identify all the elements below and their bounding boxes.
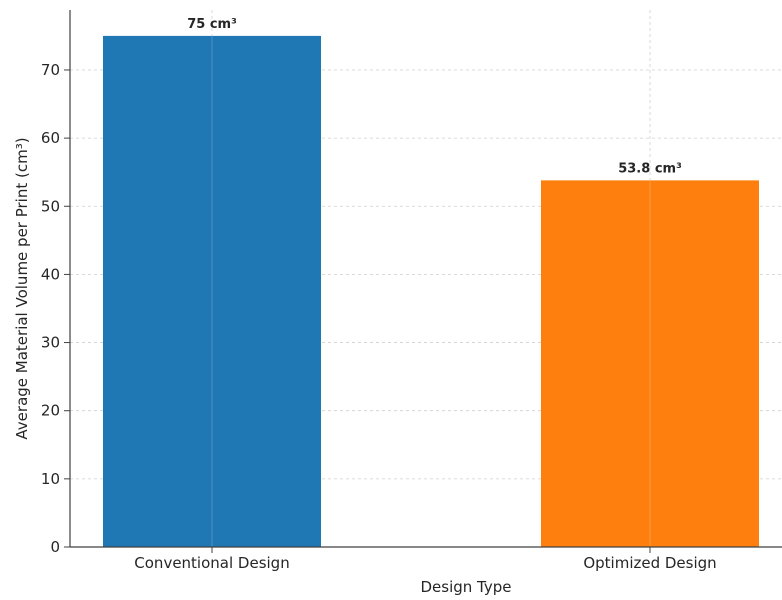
x-tick-label-0: Conventional Design <box>134 554 289 572</box>
x-ticks: Conventional Design Optimized Design <box>134 547 717 572</box>
y-tick-label-3: 30 <box>41 334 60 352</box>
y-ticks: 0 10 20 30 40 50 60 70 <box>41 61 70 556</box>
y-axis-label: Average Material Volume per Print (cm³) <box>13 137 31 439</box>
axes-layer <box>69 10 782 548</box>
bar-1 <box>541 180 759 547</box>
x-axis-label: Design Type <box>420 578 511 596</box>
y-tick-label-6: 60 <box>41 129 60 147</box>
y-tick-label-5: 50 <box>41 197 60 215</box>
y-tick-label-1: 10 <box>41 470 60 488</box>
data-label-0: 75 cm³ <box>187 17 237 32</box>
y-tick-label-2: 20 <box>41 402 60 420</box>
y-tick-label-7: 70 <box>41 61 60 79</box>
x-tick-label-1: Optimized Design <box>583 554 716 572</box>
y-tick-label-4: 40 <box>41 265 60 283</box>
data-labels: 75 cm³ 53.8 cm³ <box>187 17 682 176</box>
y-tick-label-0: 0 <box>50 538 60 556</box>
bar-0 <box>103 35 321 548</box>
bars-layer <box>103 35 759 548</box>
data-label-1: 53.8 cm³ <box>618 161 682 176</box>
